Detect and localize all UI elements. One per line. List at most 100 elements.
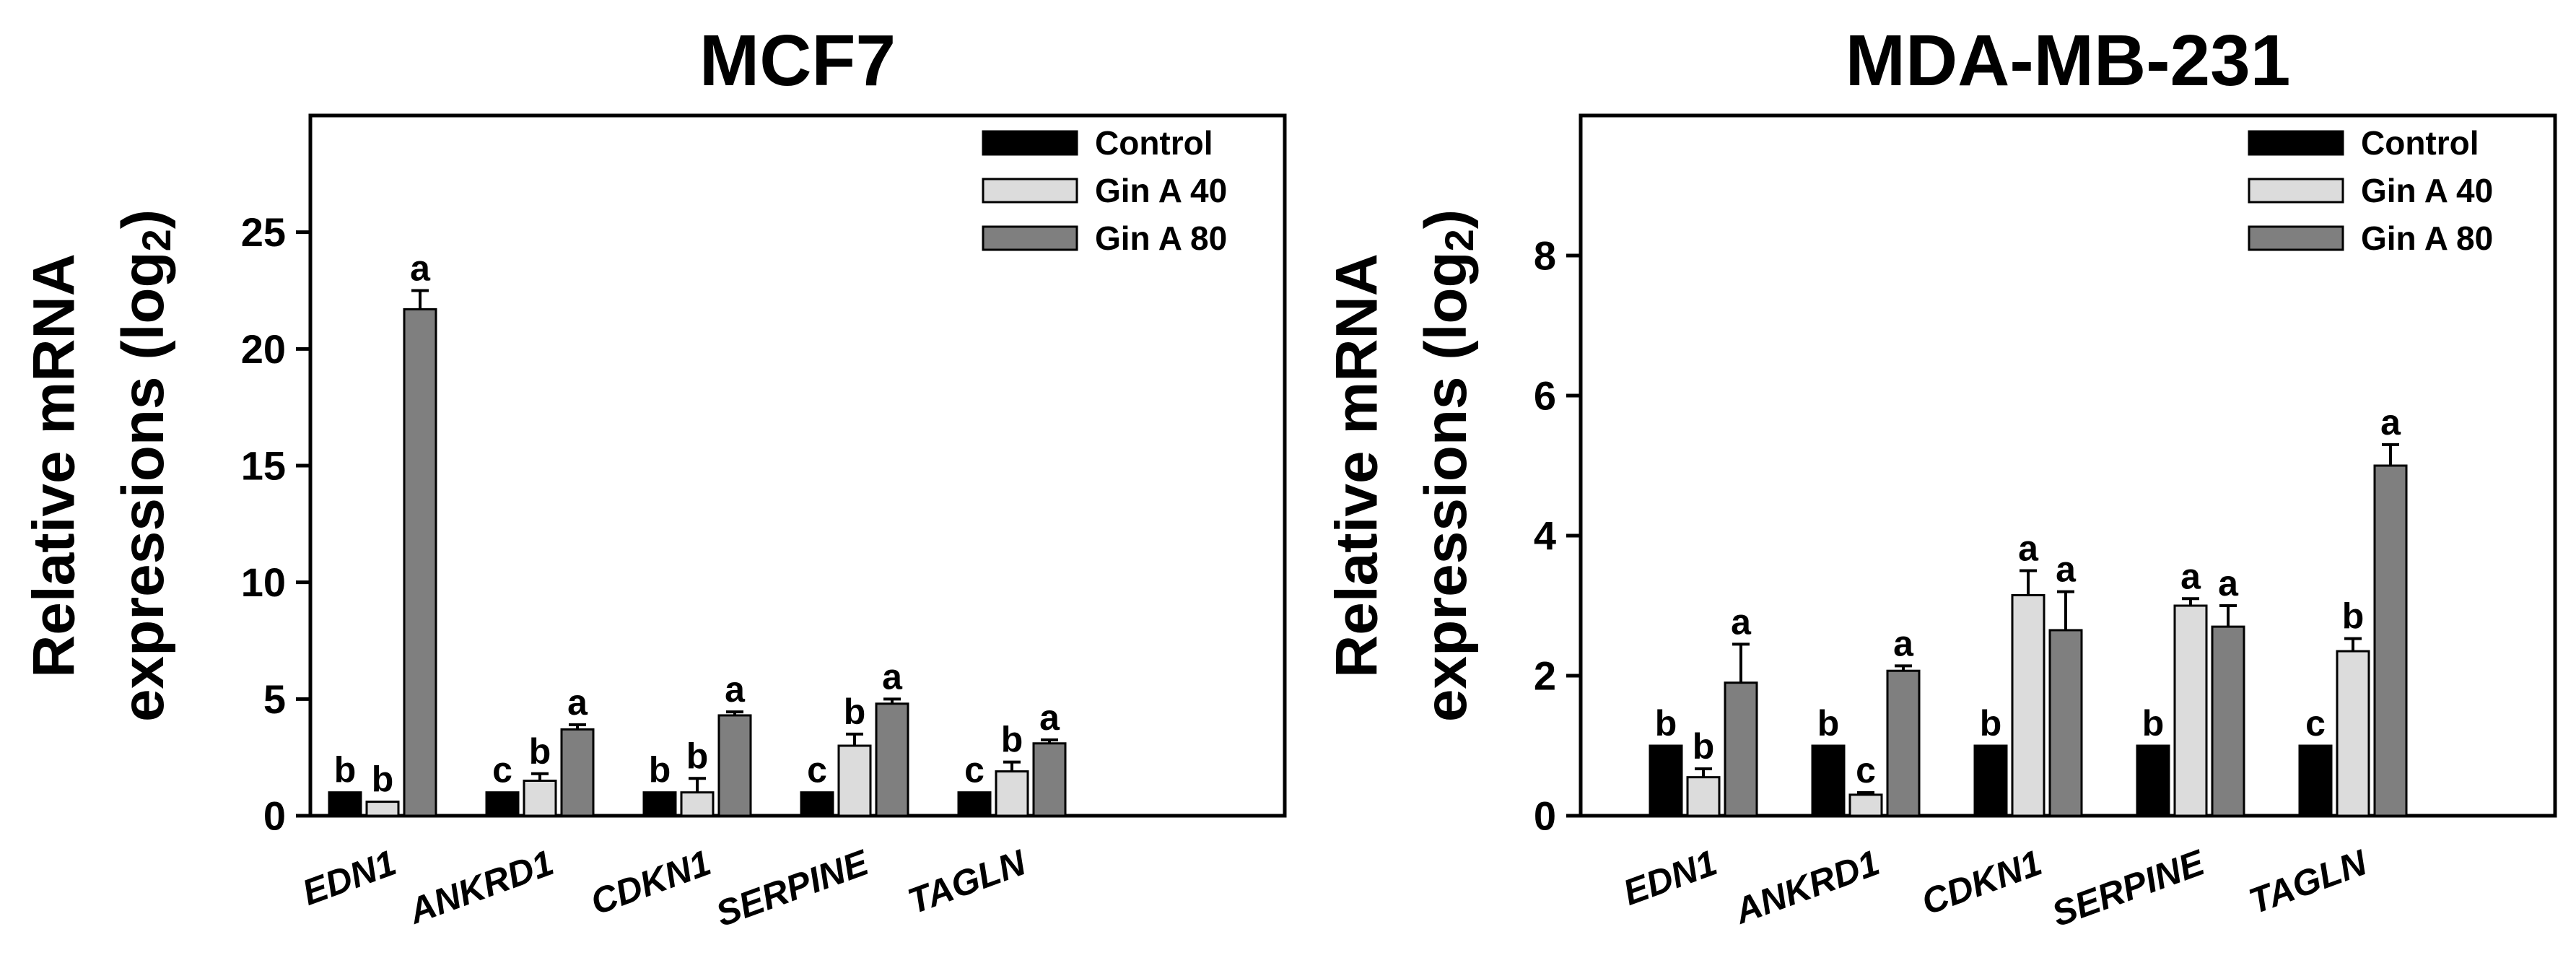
y-axis-label-close: ) [1413, 209, 1479, 229]
y-axis-label-main: expressions (log [110, 251, 176, 722]
legend-swatch [2248, 178, 2344, 204]
bar-serpine-control [2136, 744, 2170, 817]
significance-letter: a [2056, 549, 2077, 590]
bar-edn1-gin-a-40 [1686, 776, 1721, 817]
significance-letter: c [1856, 750, 1876, 790]
y-tick-label: 6 [1534, 373, 1556, 419]
y-axis-label-subscript: 2 [1436, 229, 1482, 251]
x-tick-label: TAGLN [2244, 842, 2372, 922]
legend-swatch [982, 225, 1078, 251]
significance-letter: a [2018, 528, 2039, 569]
bar-ankrd1-gin-a-80 [1886, 669, 1921, 817]
y-axis-label-main: expressions (log [1413, 251, 1479, 722]
significance-letter: b [1693, 726, 1715, 767]
bar-edn1-control [1649, 744, 1683, 817]
legend-label: Gin A 40 [1095, 172, 1227, 209]
bar-tagln-gin-a-40 [995, 770, 1029, 817]
legend: Control Gin A 40 Gin A 80 [2248, 124, 2493, 257]
y-tick-label: 20 [241, 326, 286, 372]
bar-serpine-gin-a-80 [875, 702, 909, 817]
significance-letter: a [2218, 563, 2239, 604]
significance-letter: b [529, 731, 551, 772]
chart-panel-1: MCF7 Relative mRNA expressions (log2) 0 5 10 1… [22, 20, 1287, 934]
legend: Control Gin A 40 Gin A 80 [982, 124, 1227, 257]
y-axis-label-line1: Relative mRNA [1324, 253, 1390, 678]
significance-letter: c [492, 750, 512, 790]
y-axis-label-line2: expressions (log2) [1413, 209, 1482, 722]
bar-cdkn1-gin-a-40 [680, 791, 715, 817]
bar-cdkn1-gin-a-40 [2011, 593, 2045, 817]
bar-tagln-gin-a-80 [1032, 742, 1067, 817]
bar-tagln-control [2298, 744, 2333, 817]
legend-label: Control [2361, 124, 2479, 162]
y-tick-label: 0 [263, 793, 286, 839]
bar-ankrd1-gin-a-40 [523, 780, 557, 817]
significance-letter: a [725, 669, 746, 710]
bar-edn1-gin-a-40 [365, 801, 400, 817]
x-tick-label: EDN1 [1618, 842, 1722, 913]
bar-cdkn1-control [642, 791, 677, 817]
significance-letter: a [882, 656, 903, 697]
significance-letter: a [2380, 402, 2401, 443]
bar-tagln-gin-a-40 [2336, 650, 2370, 817]
significance-letter: a [1731, 601, 1752, 642]
x-tick-label: SERPINE [711, 842, 875, 934]
y-tick-label: 25 [241, 209, 286, 255]
y-axis-label-line1: Relative mRNA [22, 253, 87, 678]
bar-serpine-gin-a-40 [2173, 604, 2208, 817]
bar-cdkn1-control [1973, 744, 2008, 817]
y-tick-label: 10 [241, 559, 286, 605]
x-tick-label: SERPINE [2047, 842, 2211, 934]
y-tick-label: 2 [1534, 653, 1556, 699]
significance-letter: b [2142, 703, 2165, 744]
bar-ankrd1-gin-a-40 [1848, 793, 1883, 817]
x-tick-label: ANKRD1 [402, 842, 559, 933]
bar-cdkn1-gin-a-80 [717, 714, 752, 817]
chart-title: MDA-MB-231 [1846, 20, 2291, 101]
y-axis-label-line2: expressions (log2) [110, 209, 179, 722]
significance-letter: c [964, 750, 984, 790]
significance-letter: b [1817, 703, 1840, 744]
legend-swatch [2248, 130, 2344, 156]
significance-letter: a [2180, 556, 2201, 596]
y-tick-label: 8 [1534, 233, 1556, 279]
significance-letter: b [372, 759, 394, 800]
significance-letter: a [567, 682, 588, 723]
x-tick-label: TAGLN [903, 842, 1031, 922]
bar-ankrd1-control [485, 791, 520, 817]
significance-letter: a [410, 248, 431, 289]
y-axis-label-subscript: 2 [134, 229, 179, 251]
y-tick-label: 5 [263, 676, 286, 722]
y-tick-label: 15 [241, 443, 286, 489]
significance-letter: b [649, 750, 671, 790]
legend-label: Gin A 80 [1095, 219, 1227, 257]
x-tick-label: CDKN1 [1916, 842, 2047, 923]
legend-label: Control [1095, 124, 1213, 162]
y-tick-label: 0 [1534, 793, 1556, 839]
significance-letter: c [2305, 703, 2326, 744]
significance-letter: b [1655, 703, 1677, 744]
legend-swatch [2248, 225, 2344, 251]
x-tick-label: CDKN1 [585, 842, 716, 923]
x-tick-label: ANKRD1 [1728, 842, 1885, 933]
legend-label: Gin A 80 [2361, 219, 2493, 257]
significance-letter: b [2342, 596, 2365, 637]
legend-swatch [982, 130, 1078, 156]
bar-cdkn1-gin-a-80 [2048, 629, 2083, 817]
y-tick-label: 4 [1534, 513, 1556, 559]
chart-title: MCF7 [699, 20, 896, 101]
significance-letter: b [686, 736, 709, 776]
bar-serpine-gin-a-40 [837, 744, 872, 817]
significance-letter: b [1980, 703, 2002, 744]
bar-tagln-gin-a-80 [2373, 464, 2408, 817]
significance-letter: a [1039, 697, 1060, 738]
bar-serpine-gin-a-80 [2211, 625, 2245, 817]
legend-swatch [982, 178, 1078, 204]
significance-letter: b [1001, 720, 1023, 760]
y-axis-label-close: ) [110, 209, 176, 229]
bar-edn1-gin-a-80 [403, 308, 437, 817]
bar-edn1-gin-a-80 [1724, 681, 1758, 817]
x-tick-label: EDN1 [297, 842, 401, 913]
